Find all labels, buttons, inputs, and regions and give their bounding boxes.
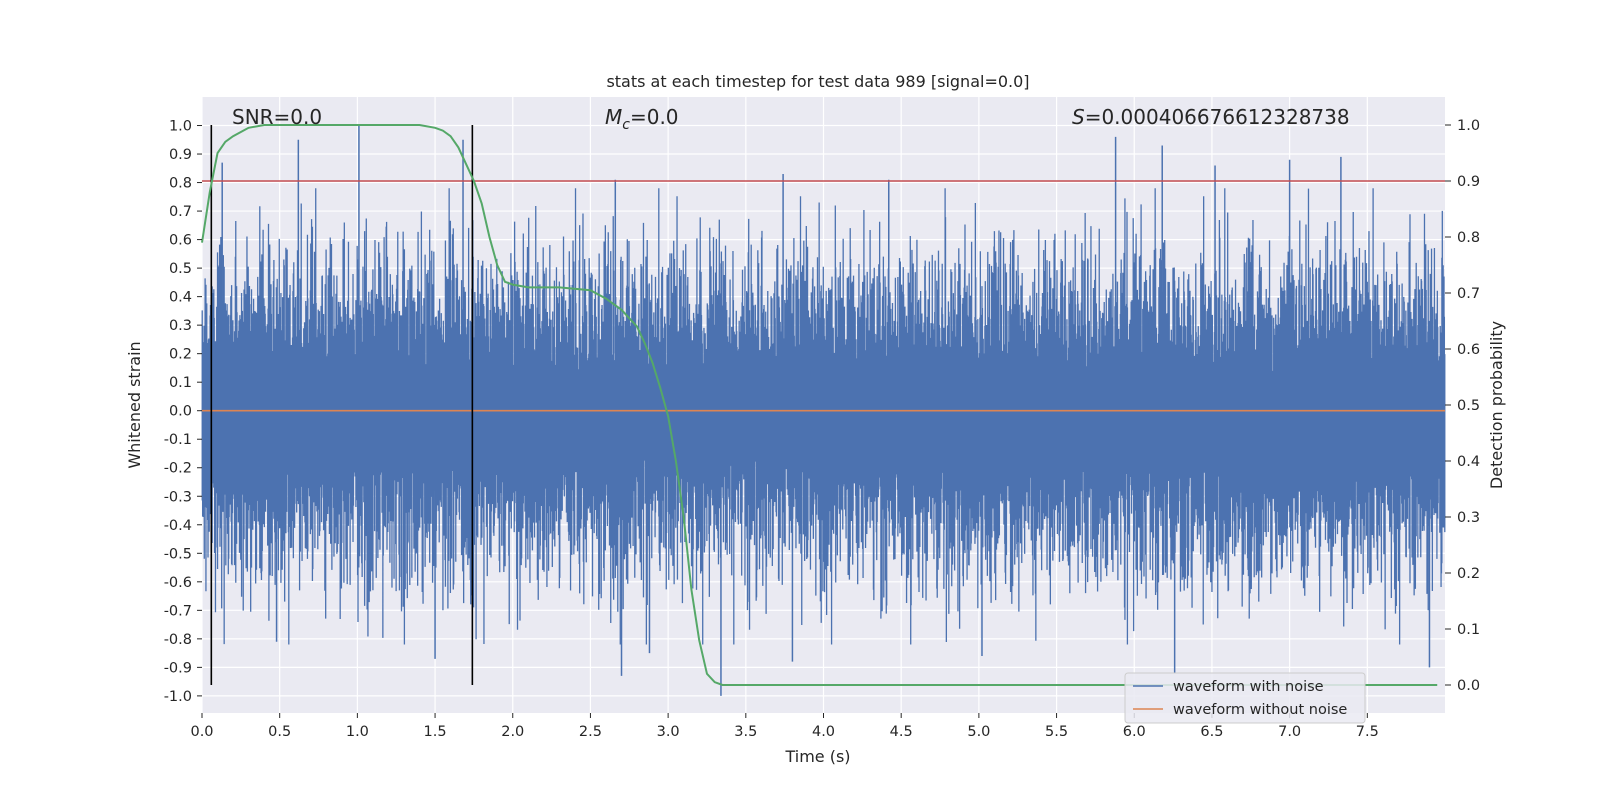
noise-waveform-body: [201, 188, 1446, 645]
s-value: =0.000406676612328738: [1085, 105, 1350, 129]
y2-axis-label: Detection probability: [1487, 321, 1506, 489]
x-tick-label: 7.0: [1278, 724, 1301, 740]
y-axis-ticks: 1.0 0.9 0.8 0.7 0.6 0.5 0.4 0.3 0.2 0.1 0.0 -0.1 -0.…: [164, 119, 202, 705]
y-tick-label: -0.1: [164, 432, 192, 448]
y2-tick-label: 0.0: [1457, 678, 1480, 694]
y-tick-label: -1.0: [164, 689, 192, 705]
s-annotation: S=0.000406676612328738: [1072, 105, 1350, 129]
y-tick-label: 0.4: [169, 290, 192, 306]
x-tick-label: 1.5: [424, 724, 447, 740]
y-tick-label: 1.0: [169, 119, 192, 135]
y-tick-label: 0.1: [169, 375, 192, 391]
chart-title: stats at each timestep for test data 989…: [606, 72, 1029, 91]
legend-label-noise: waveform with noise: [1173, 679, 1324, 695]
y2-tick-label: 1.0: [1457, 118, 1480, 134]
y-tick-label: 0.9: [169, 147, 192, 163]
y2-axis-ticks: 1.0 0.9 0.8 0.7 0.6 0.5 0.4 0.3 0.2 0.1 0.0: [1445, 118, 1480, 694]
y-tick-label: 0.2: [169, 347, 192, 363]
y2-tick-label: 0.2: [1457, 566, 1480, 582]
x-tick-label: 5.0: [967, 724, 990, 740]
y-tick-label: -0.2: [164, 461, 192, 477]
s-symbol: S: [1072, 105, 1085, 129]
x-axis-ticks: 0.0 0.5 1.0 1.5 2.0 2.5 3.0 3.5 4.0 4.5 5.0 5.5 6.0 6…: [190, 713, 1379, 740]
x-tick-label: 2.5: [579, 724, 602, 740]
y-tick-label: 0.8: [169, 176, 192, 192]
x-tick-label: 6.5: [1200, 724, 1223, 740]
y2-tick-label: 0.6: [1457, 342, 1480, 358]
y2-tick-label: 0.7: [1457, 286, 1480, 302]
chirp-mass-annotation: Mc=0.0: [605, 105, 679, 133]
y2-tick-label: 0.8: [1457, 230, 1480, 246]
y-tick-label: -0.6: [164, 575, 192, 591]
y2-tick-label: 0.4: [1457, 454, 1480, 470]
y-tick-label: 0.0: [169, 404, 192, 420]
x-tick-label: 3.5: [734, 724, 757, 740]
x-tick-label: 0.0: [190, 724, 213, 740]
detection-probability-line: [201, 124, 1438, 686]
y-tick-label: -0.5: [164, 546, 192, 562]
legend-label-clean: waveform without noise: [1173, 702, 1347, 718]
x-tick-label: 6.0: [1123, 724, 1146, 740]
chirp-mass-symbol: M: [605, 105, 622, 129]
y-tick-label: -0.7: [164, 603, 192, 619]
y-tick-label: 0.5: [169, 261, 192, 277]
x-tick-label: 3.0: [657, 724, 680, 740]
snr-annotation: SNR=0.0: [232, 105, 322, 129]
y-tick-label: -0.9: [164, 660, 192, 676]
x-tick-label: 1.0: [346, 724, 369, 740]
y-tick-label: 0.3: [169, 318, 192, 334]
y2-tick-label: 0.1: [1457, 622, 1480, 638]
x-tick-label: 4.0: [812, 724, 835, 740]
series-detection-probability: [201, 124, 1438, 686]
chirp-mass-subscript: c: [622, 117, 630, 133]
x-tick-label: 2.0: [501, 724, 524, 740]
y-tick-label: 0.6: [169, 233, 192, 249]
y-tick-label: -0.3: [164, 489, 192, 505]
x-tick-label: 4.5: [890, 724, 913, 740]
y2-tick-label: 0.3: [1457, 510, 1480, 526]
chirp-mass-value: =0.0: [630, 105, 679, 129]
y2-tick-label: 0.9: [1457, 174, 1480, 190]
y-axis-label: Whitened strain: [125, 341, 144, 468]
x-tick-label: 5.5: [1045, 724, 1068, 740]
x-axis-label: Time (s): [784, 747, 850, 766]
x-tick-label: 0.5: [268, 724, 291, 740]
y-tick-label: -0.8: [164, 632, 192, 648]
vertical-markers: [210, 125, 474, 685]
y-tick-label: -0.4: [164, 518, 192, 534]
y-tick-label: 0.7: [169, 204, 192, 220]
legend: waveform with noise waveform without noi…: [1124, 672, 1366, 724]
y2-tick-label: 0.5: [1457, 398, 1480, 414]
x-tick-label: 7.5: [1356, 724, 1379, 740]
legend-box: [1124, 672, 1366, 724]
series-waveform-with-noise: [201, 125, 1446, 696]
